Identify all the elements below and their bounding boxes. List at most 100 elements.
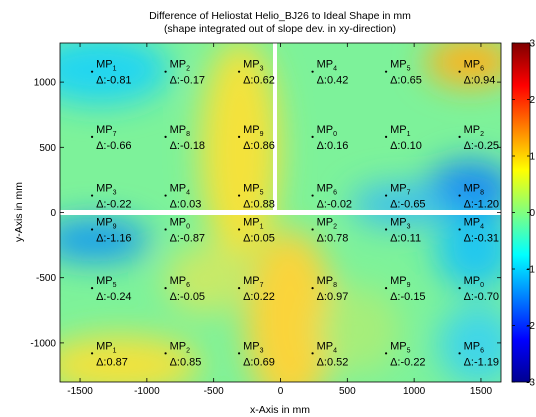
measurement-points: MP1Δ:-0.81MP2Δ:-0.17MP3Δ:0.62MP4Δ:0.42MP…: [90, 59, 499, 368]
measurement-point-index: 1: [113, 347, 117, 354]
measurement-point-dot: [90, 70, 94, 73]
measurement-point: MP1 Δ:0.87: [90, 340, 128, 368]
measurement-point: MP6 Δ:-0.02: [311, 183, 352, 211]
measurement-point-label: MP2: [170, 59, 191, 73]
chart-title: Difference of Heliostat Helio_BJ26 to Id…: [149, 10, 411, 22]
x-axis-label: x-Axis in mm: [250, 404, 310, 416]
measurement-point-index: 3: [260, 66, 264, 73]
measurement-point: MP7 Δ:0.22: [237, 275, 275, 303]
measurement-point-prefix: MP: [390, 340, 407, 352]
measurement-point-delta: Δ:0.85: [170, 356, 202, 368]
measurement-point-index: 3: [407, 223, 411, 230]
measurement-point-index: 7: [260, 282, 264, 289]
measurement-point-index: 8: [186, 131, 190, 138]
measurement-point-prefix: MP: [243, 216, 260, 228]
measurement-point-prefix: MP: [96, 59, 113, 71]
measurement-point-index: 4: [480, 223, 484, 230]
measurement-point-label: MP5: [390, 59, 411, 73]
measurement-point-dot: [458, 352, 461, 355]
measurement-point: MP0 Δ:-0.87: [164, 216, 205, 244]
measurement-point-label: MP1: [96, 340, 117, 354]
measurement-point-index: 7: [407, 190, 411, 197]
measurement-point-prefix: MP: [170, 183, 187, 195]
measurement-point-prefix: MP: [317, 183, 334, 195]
measurement-point-dot: [164, 70, 167, 73]
measurement-point-dot: [384, 70, 388, 73]
deviation-field: [60, 43, 501, 382]
measurement-point-prefix: MP: [170, 216, 187, 228]
measurement-point-dot: [384, 228, 388, 231]
measurement-point-dot: [311, 287, 314, 290]
colorbar-tick-label: 1: [529, 152, 535, 163]
measurement-point-dot: [237, 228, 241, 231]
measurement-point-prefix: MP: [390, 124, 407, 136]
measurement-point-label: MP0: [170, 216, 191, 230]
colorbar-ticks: 3 2 1 0 -1 -2 -3: [512, 39, 535, 389]
x-tick-label: 1000: [403, 386, 426, 397]
measurement-point-delta: Δ:-1.19: [464, 356, 499, 368]
measurement-point-index: 2: [186, 66, 190, 73]
measurement-point: MP8 Δ:0.97: [311, 275, 348, 303]
measurement-point-index: 5: [113, 282, 117, 289]
measurement-point-index: 2: [186, 347, 190, 354]
measurement-point-index: 9: [407, 282, 411, 289]
measurement-point-prefix: MP: [243, 59, 260, 71]
measurement-point-dot: [458, 135, 461, 138]
measurement-point-label: MP5: [96, 275, 117, 289]
measurement-point-delta: Δ:-0.18: [170, 140, 205, 152]
measurement-point-prefix: MP: [390, 275, 407, 287]
measurement-point-dot: [311, 70, 314, 73]
measurement-point-index: 5: [260, 190, 264, 197]
measurement-point-delta: Δ:-0.87: [170, 232, 205, 244]
measurement-point-label: MP8: [170, 124, 191, 138]
x-tick-label: -1000: [134, 386, 160, 397]
y-tick-label: -1000: [30, 338, 56, 349]
measurement-point-label: MP5: [390, 340, 411, 354]
measurement-point-delta: Δ:-0.66: [96, 140, 131, 152]
measurement-point-label: MP2: [464, 124, 485, 138]
measurement-point-index: 9: [113, 223, 117, 230]
measurement-point-delta: Δ:-0.05: [170, 291, 205, 303]
measurement-point-delta: Δ:0.87: [96, 356, 128, 368]
measurement-point-index: 4: [186, 190, 190, 197]
measurement-point-dot: [237, 135, 241, 138]
measurement-point-dot: [384, 352, 388, 355]
measurement-point-index: 6: [333, 190, 337, 197]
measurement-point-delta: Δ:0.10: [390, 140, 422, 152]
measurement-point-dot: [164, 287, 167, 290]
x-tick-label: -1500: [67, 386, 93, 397]
measurement-point-prefix: MP: [464, 340, 481, 352]
measurement-point-label: MP3: [243, 59, 264, 73]
measurement-point-index: 2: [480, 131, 484, 138]
measurement-point-dot: [458, 287, 461, 290]
measurement-point: MP2 Δ:0.85: [164, 340, 201, 368]
measurement-point-delta: Δ:0.94: [464, 75, 496, 87]
measurement-point-prefix: MP: [96, 124, 113, 136]
measurement-point: MP9 Δ:-0.15: [384, 275, 426, 303]
chart-subtitle: (shape integrated out of slope dev. in x…: [164, 23, 396, 35]
measurement-point-index: 5: [407, 347, 411, 354]
measurement-point-index: 6: [480, 347, 484, 354]
measurement-point-prefix: MP: [96, 340, 113, 352]
measurement-point-dot: [164, 228, 167, 231]
measurement-point: MP7 Δ:-0.65: [384, 183, 426, 211]
measurement-point-label: MP0: [464, 275, 485, 289]
measurement-point-index: 4: [333, 66, 337, 73]
measurement-point-dot: [237, 352, 241, 355]
measurement-point-label: MP4: [317, 340, 338, 354]
y-axis-label: y-Axis in mm: [13, 182, 25, 242]
measurement-point-delta: Δ:0.52: [317, 356, 349, 368]
measurement-point-label: MP9: [390, 275, 411, 289]
measurement-point-dot: [164, 135, 167, 138]
measurement-point-delta: Δ:0.86: [243, 140, 275, 152]
measurement-point: MP4 Δ:0.42: [311, 59, 348, 87]
measurement-point-index: 3: [260, 347, 264, 354]
measurement-point-index: 2: [333, 223, 337, 230]
measurement-point-dot: [164, 194, 167, 197]
measurement-point: MP1 Δ:0.10: [384, 124, 422, 152]
measurement-point-dot: [384, 287, 388, 290]
measurement-point-index: 1: [113, 66, 117, 73]
measurement-point-label: MP4: [317, 59, 338, 73]
measurement-point-prefix: MP: [464, 59, 481, 71]
